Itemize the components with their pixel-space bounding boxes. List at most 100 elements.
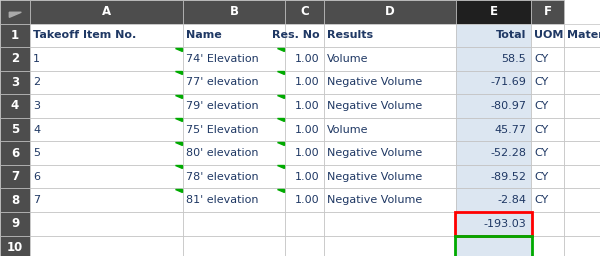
Text: Negative Volume: Negative Volume xyxy=(327,77,422,88)
Bar xyxy=(324,188,456,212)
Bar xyxy=(324,71,456,94)
Text: 8: 8 xyxy=(11,194,19,207)
Polygon shape xyxy=(277,118,284,121)
Bar xyxy=(531,94,564,118)
Bar xyxy=(30,188,183,212)
Bar xyxy=(564,236,600,256)
Bar xyxy=(30,236,183,256)
Text: Total: Total xyxy=(496,30,526,40)
Text: B: B xyxy=(229,5,239,18)
Bar xyxy=(285,212,324,236)
Bar xyxy=(324,236,456,256)
Bar xyxy=(285,141,324,165)
Bar xyxy=(30,94,183,118)
Bar xyxy=(455,212,532,236)
Text: Results: Results xyxy=(327,30,373,40)
Polygon shape xyxy=(175,48,182,51)
Bar xyxy=(285,165,324,188)
Text: 1.00: 1.00 xyxy=(295,195,319,205)
Bar xyxy=(285,47,324,71)
Text: 1.00: 1.00 xyxy=(295,124,319,135)
Bar xyxy=(456,47,531,71)
Text: 5: 5 xyxy=(33,148,40,158)
Text: -2.84: -2.84 xyxy=(497,195,526,205)
Polygon shape xyxy=(175,189,182,192)
Bar xyxy=(285,71,324,94)
Bar xyxy=(0,188,30,212)
Text: 9: 9 xyxy=(11,217,19,230)
Text: 6: 6 xyxy=(11,147,19,159)
Bar xyxy=(0,0,30,24)
Text: 1.00: 1.00 xyxy=(295,101,319,111)
Bar xyxy=(30,118,183,141)
Bar xyxy=(564,118,600,141)
Polygon shape xyxy=(10,12,22,17)
Bar xyxy=(324,47,456,71)
Bar xyxy=(324,141,456,165)
Text: 1.00: 1.00 xyxy=(295,54,319,64)
Bar xyxy=(324,94,456,118)
Text: Res. No: Res. No xyxy=(272,30,319,40)
Bar xyxy=(455,236,532,256)
Text: CY: CY xyxy=(534,101,548,111)
Bar xyxy=(0,94,30,118)
Bar xyxy=(183,188,285,212)
Bar xyxy=(456,212,531,236)
Text: 2: 2 xyxy=(11,52,19,65)
Text: CY: CY xyxy=(534,195,548,205)
Text: 74' Elevation: 74' Elevation xyxy=(186,54,259,64)
Text: D: D xyxy=(385,5,395,18)
Text: E: E xyxy=(490,5,497,18)
Polygon shape xyxy=(277,165,284,168)
Text: CY: CY xyxy=(534,124,548,135)
Bar xyxy=(531,0,564,24)
Bar xyxy=(531,188,564,212)
Bar xyxy=(183,24,285,47)
Bar xyxy=(183,165,285,188)
Bar xyxy=(0,118,30,141)
Bar xyxy=(183,118,285,141)
Text: 79' elevation: 79' elevation xyxy=(186,101,259,111)
Bar xyxy=(30,212,183,236)
Bar xyxy=(456,118,531,141)
Bar xyxy=(456,141,531,165)
Bar xyxy=(456,236,531,256)
Text: Negative Volume: Negative Volume xyxy=(327,148,422,158)
Polygon shape xyxy=(175,71,182,74)
Text: 1.00: 1.00 xyxy=(295,148,319,158)
Text: -193.03: -193.03 xyxy=(484,219,526,229)
Bar xyxy=(564,71,600,94)
Polygon shape xyxy=(277,48,284,51)
Text: Materia: Materia xyxy=(567,30,600,40)
Bar xyxy=(456,188,531,212)
Bar xyxy=(531,24,564,47)
Text: UOM: UOM xyxy=(534,30,563,40)
Bar xyxy=(0,236,30,256)
Bar xyxy=(324,118,456,141)
Text: 6: 6 xyxy=(33,172,40,182)
Text: 2: 2 xyxy=(33,77,40,88)
Bar xyxy=(285,24,324,47)
Bar xyxy=(30,71,183,94)
Bar xyxy=(531,71,564,94)
Bar xyxy=(531,212,564,236)
Bar xyxy=(0,47,30,71)
Polygon shape xyxy=(175,118,182,121)
Bar xyxy=(183,94,285,118)
Bar xyxy=(285,188,324,212)
Text: CY: CY xyxy=(534,148,548,158)
Text: CY: CY xyxy=(534,172,548,182)
Bar xyxy=(564,188,600,212)
Text: CY: CY xyxy=(534,77,548,88)
Text: 81' elevation: 81' elevation xyxy=(186,195,259,205)
Bar xyxy=(0,71,30,94)
Bar xyxy=(564,94,600,118)
Text: 3: 3 xyxy=(33,101,40,111)
Text: -52.28: -52.28 xyxy=(490,148,526,158)
Text: 7: 7 xyxy=(11,170,19,183)
Text: -80.97: -80.97 xyxy=(490,101,526,111)
Bar xyxy=(564,47,600,71)
Text: A: A xyxy=(102,5,111,18)
Text: C: C xyxy=(300,5,309,18)
Text: Takeoff Item No.: Takeoff Item No. xyxy=(33,30,136,40)
